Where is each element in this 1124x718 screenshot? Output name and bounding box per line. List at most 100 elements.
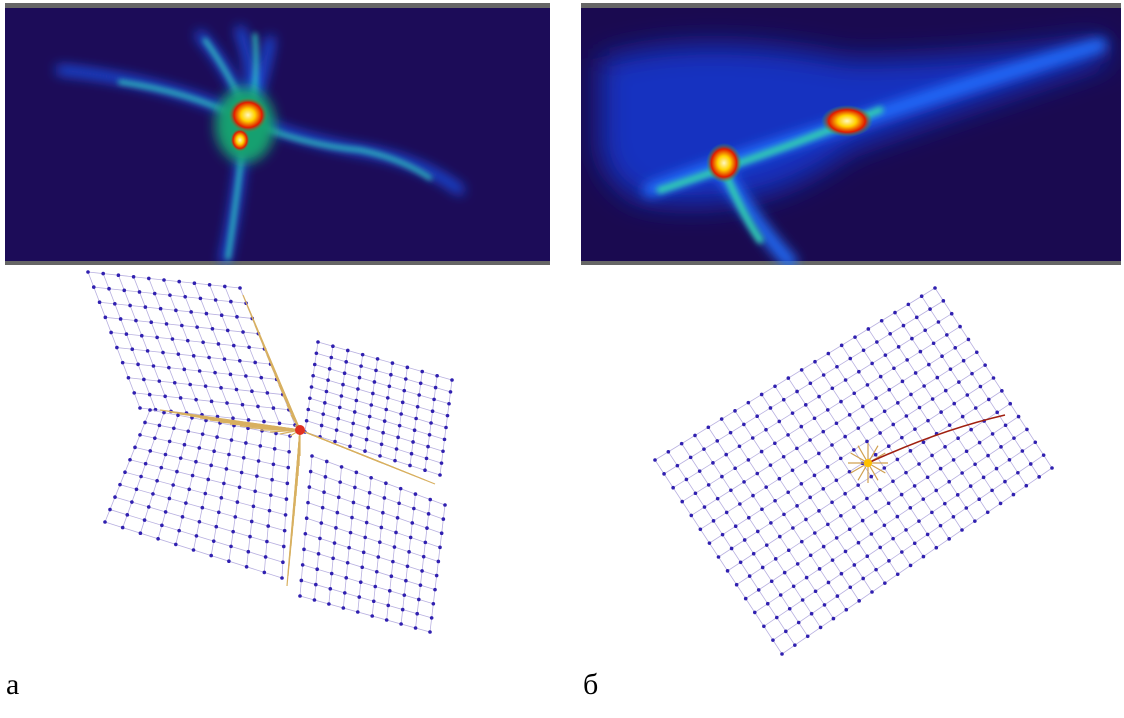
mesh-node — [990, 489, 994, 493]
mesh-node — [318, 537, 322, 541]
mesh-node — [147, 505, 151, 509]
mesh-node — [121, 361, 125, 365]
mesh-node — [874, 453, 878, 457]
mesh-node — [331, 344, 335, 348]
mesh-node — [340, 394, 344, 398]
mesh-node — [175, 470, 179, 474]
mesh-node — [122, 289, 126, 293]
mesh-node — [213, 371, 217, 375]
mesh-node — [320, 424, 324, 428]
mesh-node — [313, 363, 317, 367]
mesh-node — [852, 391, 856, 395]
mesh-node — [311, 374, 315, 378]
mesh-node — [694, 491, 698, 495]
mesh-node — [867, 327, 871, 331]
mesh-node — [310, 454, 314, 458]
mesh-node — [680, 442, 684, 446]
mesh-node — [901, 380, 905, 384]
mesh-node — [362, 551, 366, 555]
mesh-node — [839, 400, 843, 404]
mesh-node — [153, 436, 157, 440]
mesh-node — [761, 566, 765, 570]
mesh-node — [428, 498, 432, 502]
mesh-node — [328, 367, 332, 371]
panel-label: а — [6, 668, 19, 702]
mesh-node — [443, 438, 447, 442]
mesh-node — [964, 506, 968, 510]
mesh-node — [739, 560, 743, 564]
mesh-node — [792, 584, 796, 588]
mesh-node — [373, 380, 377, 384]
mesh-node — [383, 496, 387, 500]
mesh-node — [791, 526, 795, 530]
mesh-node — [844, 550, 848, 554]
mesh-node — [826, 465, 830, 469]
mesh-node — [909, 449, 913, 453]
mesh-node — [220, 313, 224, 317]
mesh-node — [344, 360, 348, 364]
mesh-node — [247, 418, 251, 422]
mesh-node — [148, 449, 152, 453]
mesh-node — [130, 347, 134, 351]
mesh-node — [857, 426, 861, 430]
mesh-node — [446, 414, 450, 418]
mesh-node — [917, 462, 921, 466]
mesh-node — [874, 568, 878, 572]
mesh-node — [874, 510, 878, 514]
mesh-node — [409, 536, 413, 540]
mesh-node — [975, 350, 979, 354]
mesh-node — [921, 497, 925, 501]
mesh-node — [428, 630, 432, 634]
mesh-node — [257, 459, 261, 463]
mesh-node — [720, 417, 724, 421]
mesh-node — [258, 444, 262, 448]
mesh-node — [945, 333, 949, 337]
mesh-node — [333, 541, 337, 545]
mesh-node — [177, 352, 181, 356]
mesh-node — [939, 410, 943, 414]
mesh-node — [373, 585, 377, 589]
mesh-node — [314, 583, 318, 587]
mesh-node — [241, 403, 245, 407]
mesh-node — [414, 492, 418, 496]
mesh-node — [264, 555, 268, 559]
mesh-node — [440, 531, 444, 535]
mesh-node — [163, 394, 167, 398]
mesh-node — [402, 593, 406, 597]
mesh-node — [1021, 449, 1025, 453]
mesh-node — [351, 422, 355, 426]
mesh-node — [865, 440, 869, 444]
mesh-node — [278, 422, 282, 426]
mesh-node — [865, 554, 869, 558]
mesh-node — [888, 332, 892, 336]
mesh-node — [327, 602, 331, 606]
mesh-node — [751, 494, 755, 498]
mesh-node — [782, 513, 786, 517]
mesh-node — [417, 598, 421, 602]
mesh-node — [862, 348, 866, 352]
mesh-node — [136, 363, 140, 367]
mesh-node — [410, 452, 414, 456]
mesh-node — [250, 389, 254, 393]
mesh-node — [966, 393, 970, 397]
mesh-node — [848, 357, 852, 361]
mesh-node — [900, 550, 904, 554]
mesh-node — [760, 450, 764, 454]
mesh-node — [935, 376, 939, 380]
mesh-node — [934, 489, 938, 493]
mesh-node — [783, 571, 787, 575]
mesh-node — [365, 521, 369, 525]
heatmap-right — [581, 3, 1121, 265]
mesh-node — [217, 342, 221, 346]
mesh-node — [143, 518, 147, 522]
mesh-node — [342, 606, 346, 610]
mesh-node — [394, 531, 398, 535]
mesh-node — [961, 415, 965, 419]
mesh-node — [977, 497, 981, 501]
mesh-node — [866, 383, 870, 387]
mesh-node — [979, 385, 983, 389]
mesh-node — [324, 475, 328, 479]
mesh-node — [133, 446, 137, 450]
mesh-node — [883, 409, 887, 413]
mesh-node — [304, 532, 308, 536]
